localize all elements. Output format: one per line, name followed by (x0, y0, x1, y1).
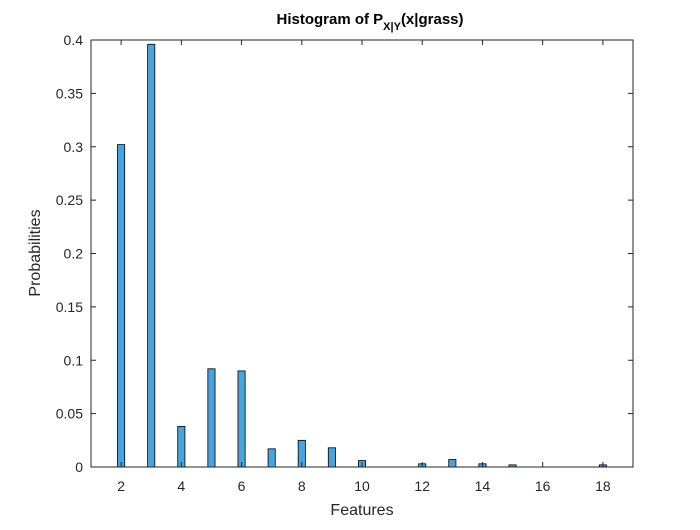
y-tick-label: 0.15 (56, 299, 83, 315)
x-tick-label: 2 (117, 478, 125, 494)
y-tick-label: 0.2 (64, 246, 84, 262)
x-axis-label: Features (330, 502, 393, 519)
plot-frame (90, 39, 634, 468)
bar-6 (237, 370, 246, 468)
x-tick-label: 8 (298, 478, 306, 494)
y-tick-label: 0 (75, 459, 83, 475)
y-tick-label: 0.35 (56, 85, 83, 101)
plot-background (91, 40, 633, 467)
chart-title: Histogram of PX|Y(x|grass) (276, 11, 463, 33)
y-tick-label: 0.1 (64, 352, 84, 368)
bar-5 (207, 368, 216, 468)
x-tick-label: 4 (177, 478, 185, 494)
x-tick-label: 12 (414, 478, 430, 494)
x-tick-label: 18 (595, 478, 611, 494)
x-tick-label: 14 (475, 478, 491, 494)
bar-4 (177, 426, 186, 468)
bar-7 (267, 448, 276, 468)
ticks-group: 2 4 6 8 10 12 14 16 18 0 0.05 0.1 0.15 0.2 0.25 0.3 0.35… (56, 32, 633, 494)
x-tick-label: 6 (238, 478, 246, 494)
y-tick-label: 0.3 (64, 139, 84, 155)
y-axis-label: Probabilities (27, 209, 44, 296)
x-tick-label: 16 (535, 478, 551, 494)
y-tick-label: 0.4 (64, 32, 84, 48)
y-tick-label: 0.05 (56, 406, 83, 422)
x-tick-label: 10 (354, 478, 370, 494)
bar-13 (448, 459, 457, 468)
bar-3 (147, 43, 156, 468)
bar-9 (327, 447, 336, 468)
y-tick-label: 0.25 (56, 192, 83, 208)
bar-2 (117, 144, 126, 468)
